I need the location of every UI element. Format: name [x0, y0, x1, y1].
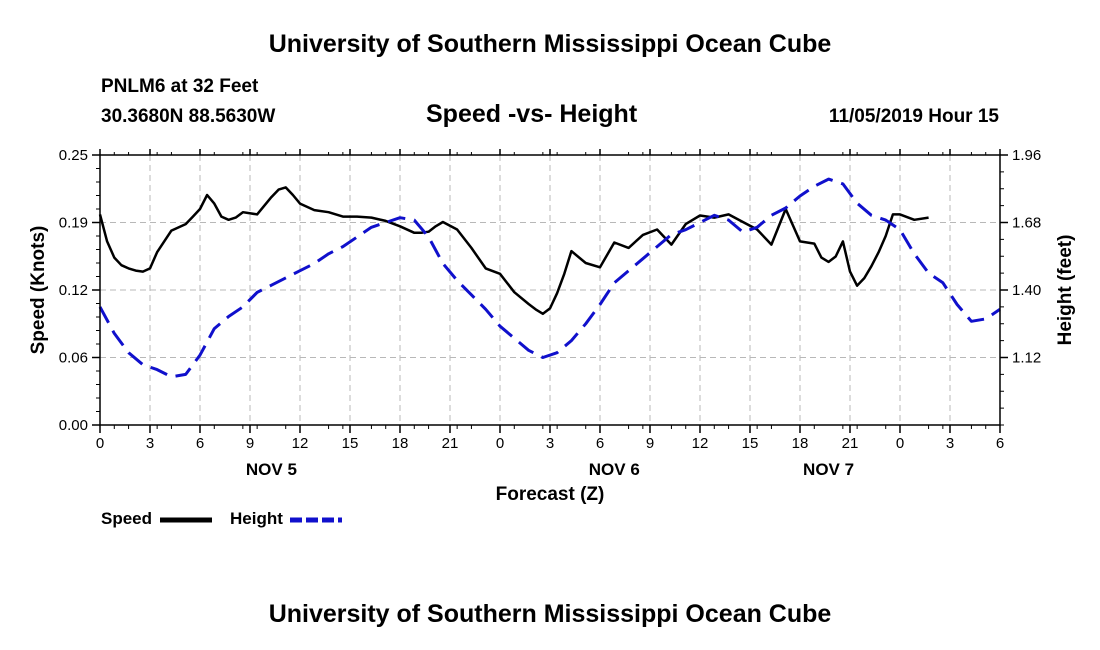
legend-label-height: Height — [230, 509, 283, 528]
axis-labels: Forecast (Z) Speed (Knots) Height (feet) — [28, 226, 1076, 505]
page-title: University of Southern Mississippi Ocean… — [268, 30, 832, 58]
speed-series-line — [98, 186, 929, 316]
day-label: NOV 5 — [246, 460, 297, 479]
location-label: 30.3680N 88.5630W — [101, 106, 276, 127]
x-tick-label: 21 — [442, 435, 459, 452]
footer-title: University of Southern Mississippi Ocean… — [268, 600, 832, 628]
axis-ticks: 0 3 6 9 12 15 18 21 0 3 6 9 12 15 18 21 0 3 6 NOV 5 NOV 6 NOV… — [59, 147, 1041, 479]
series-lines — [98, 177, 1001, 379]
x-tick-label: 0 — [96, 435, 104, 452]
x-tick-label: 3 — [146, 435, 154, 452]
x-tick-label: 12 — [292, 435, 309, 452]
y-tick-label: 0.00 — [59, 417, 88, 434]
y2-tick-label: 1.68 — [1012, 215, 1041, 232]
y-axis-label: Speed (Knots) — [28, 226, 49, 355]
x-tick-label: 6 — [196, 435, 204, 452]
y-tick-label: 0.25 — [59, 147, 88, 164]
x-tick-label: 6 — [596, 435, 604, 452]
chart-title: Speed -vs- Height — [426, 100, 638, 128]
x-tick-label: 0 — [496, 435, 504, 452]
x-tick-label: 9 — [246, 435, 254, 452]
legend-label-speed: Speed — [101, 509, 152, 528]
y2-tick-label: 1.12 — [1012, 350, 1041, 367]
x-tick-label: 3 — [546, 435, 554, 452]
station-label: PNLM6 at 32 Feet — [101, 76, 259, 97]
datetime-label: 11/05/2019 Hour 15 — [828, 106, 999, 127]
y2-tick-label: 1.40 — [1012, 282, 1041, 299]
y-tick-label: 0.06 — [59, 350, 88, 367]
x-tick-label: 18 — [392, 435, 409, 452]
x-tick-label: 15 — [742, 435, 759, 452]
day-label: NOV 6 — [589, 460, 640, 479]
y2-tick-label: 1.96 — [1012, 147, 1041, 164]
y-tick-label: 0.12 — [59, 282, 88, 299]
grid-lines — [100, 155, 1000, 425]
y-tick-label: 0.19 — [59, 215, 88, 232]
x-tick-label: 0 — [896, 435, 904, 452]
x-tick-label: 12 — [692, 435, 709, 452]
x-tick-label: 21 — [842, 435, 859, 452]
x-tick-label: 18 — [792, 435, 809, 452]
legend: Speed Height — [101, 509, 342, 528]
x-tick-label: 9 — [646, 435, 654, 452]
x-axis-label: Forecast (Z) — [496, 484, 605, 505]
height-series-line — [98, 177, 1001, 379]
y2-axis-label: Height (feet) — [1055, 235, 1076, 346]
x-tick-label: 6 — [996, 435, 1004, 452]
day-label: NOV 7 — [803, 460, 854, 479]
x-tick-label: 3 — [946, 435, 954, 452]
x-tick-label: 15 — [342, 435, 359, 452]
